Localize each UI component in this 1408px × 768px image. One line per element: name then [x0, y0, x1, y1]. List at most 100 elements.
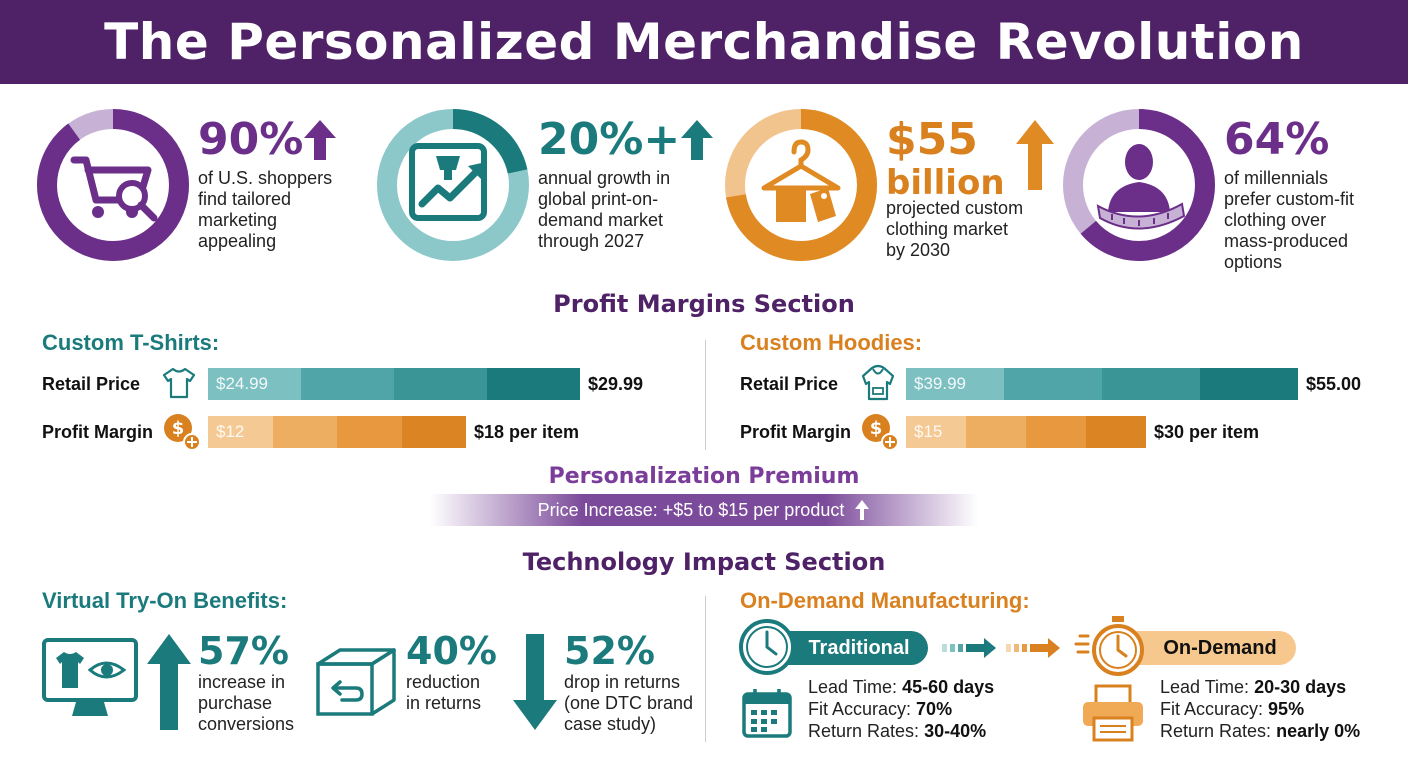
stat-line: find tailored: [198, 189, 292, 209]
tshirt-icon: [162, 367, 196, 399]
profit-section-title: Profit Margins Section: [553, 290, 855, 318]
monitor-tshirt-eye-icon: [42, 638, 138, 716]
arrow-up-icon: [855, 500, 870, 520]
stat-line: increase in: [198, 672, 286, 692]
stat-line: through 2027: [538, 231, 645, 251]
transition-arrows-icon: [942, 638, 1060, 658]
arrow-up-icon: [681, 120, 714, 160]
stat-value-unit: billion: [886, 163, 1005, 203]
stat-line: purchase: [198, 693, 273, 713]
detail-label: Lead Time:: [808, 677, 898, 697]
detail-value: 20-30 days: [1254, 677, 1347, 697]
stat-growth: 20%+ annual growth in global print-on- d…: [376, 108, 716, 268]
virtual-title: Virtual Try-On Benefits:: [42, 588, 288, 613]
return-box-icon: [316, 648, 396, 716]
person-measure-icon: [1063, 109, 1215, 261]
bar-high-value: $18 per item: [474, 422, 580, 442]
print-growth-icon: [377, 109, 529, 261]
arrow-up-icon: [304, 120, 337, 160]
detail-label: Return Rates:: [1160, 721, 1272, 741]
premium-title: Personalization Premium: [548, 464, 860, 489]
detail-value: 95%: [1268, 699, 1305, 719]
stat-value: 90%: [198, 114, 304, 165]
retail-label: Retail Price: [740, 374, 839, 394]
stat-line: by 2030: [886, 240, 951, 260]
virtual-value: 40%: [406, 629, 497, 673]
tshirts-title: Custom T-Shirts:: [42, 330, 220, 355]
stat-line: clothing over: [1224, 210, 1327, 230]
bar-high-value: $30 per item: [1154, 422, 1260, 442]
section-divider: [705, 596, 706, 742]
stat-line: marketing: [198, 210, 278, 230]
stat-line: clothing market: [886, 219, 1009, 239]
stat-line: case study): [564, 714, 657, 734]
premium-text: Price Increase: +$5 to $15 per product: [537, 499, 845, 520]
premium-banner: Price Increase: +$5 to $15 per product: [430, 494, 978, 526]
bar-low-value: $15: [914, 422, 943, 441]
arrow-up-icon: [1015, 120, 1054, 190]
page-title: The Personalized Merchandise Revolution: [0, 0, 1408, 84]
stat-millennials: 64% of millennials prefer custom-fit clo…: [1062, 108, 1392, 278]
svg-text:$: $: [172, 418, 185, 439]
detail-value: 30-40%: [924, 721, 987, 741]
stat-line: projected custom: [886, 198, 1024, 218]
stat-shoppers: 90% of U.S. shoppers find tailored marke…: [36, 108, 366, 268]
detail-value: 70%: [916, 699, 953, 719]
stat-line: annual growth in: [538, 168, 671, 188]
hoodies-title: Custom Hoodies:: [740, 330, 923, 355]
tech-section-title: Technology Impact Section: [522, 548, 886, 576]
arrow-up-icon: [147, 634, 191, 730]
bar-low-value: $12: [216, 422, 245, 441]
dollar-plus-icon: $: [862, 414, 899, 451]
stat-value: $55: [886, 114, 978, 165]
margin-label: Profit Margin: [42, 422, 153, 442]
stat-line: drop in returns: [564, 672, 681, 692]
bar-low-value: $39.99: [914, 374, 966, 393]
detail-label: Fit Accuracy:: [808, 699, 912, 719]
retail-bar: $39.99: [906, 368, 1298, 400]
calendar-icon: [742, 689, 792, 738]
stat-line: global print-on-: [538, 189, 659, 209]
bar-low-value: $24.99: [216, 374, 268, 393]
stat-line: conversions: [198, 714, 295, 734]
stat-line: of U.S. shoppers: [198, 168, 333, 188]
dollar-plus-icon: $: [164, 414, 201, 451]
printer-icon: [1083, 684, 1143, 742]
margin-label: Profit Margin: [740, 422, 851, 442]
stopwatch-icon: [1074, 616, 1144, 676]
detail-label: Return Rates:: [808, 721, 920, 741]
stat-value: 20%+: [538, 114, 681, 165]
stat-line: appealing: [198, 231, 277, 251]
stat-line: options: [1224, 252, 1283, 272]
virtual-value: 52%: [564, 629, 655, 673]
stat-line: demand market: [538, 210, 664, 230]
ondemand-pill: On-Demand: [1120, 631, 1296, 665]
ondemand-details: Lead Time: 20-30 days Fit Accuracy: 95% …: [1160, 676, 1360, 742]
bar-high-value: $29.99: [588, 374, 644, 394]
virtual-value: 57%: [198, 629, 289, 673]
stat-value: 64%: [1224, 114, 1330, 165]
traditional-details: Lead Time: 45-60 days Fit Accuracy: 70% …: [808, 676, 994, 742]
svg-text:$: $: [870, 418, 883, 439]
stat-line: mass-produced: [1224, 231, 1349, 251]
retail-bar: $24.99: [208, 368, 580, 400]
hoodie-icon: [861, 364, 895, 401]
detail-label: Lead Time:: [1160, 677, 1250, 697]
stat-line: prefer custom-fit: [1224, 189, 1355, 209]
hanger-tag-icon: [725, 109, 877, 261]
detail-value: nearly 0%: [1276, 721, 1361, 741]
stat-line: in returns: [406, 693, 482, 713]
bar-high-value: $55.00: [1306, 374, 1362, 394]
stat-line: reduction: [406, 672, 481, 692]
retail-label: Retail Price: [42, 374, 141, 394]
arrow-down-icon: [513, 634, 557, 730]
clock-icon: [739, 619, 795, 675]
shopping-cart-search-icon: [37, 109, 189, 261]
stat-line: (one DTC brand: [564, 693, 694, 713]
ondemand-title: On-Demand Manufacturing:: [740, 588, 1030, 613]
stat-line: of millennials: [1224, 168, 1329, 188]
detail-label: Fit Accuracy:: [1160, 699, 1264, 719]
stat-market: $55 billion projected custom clothing ma…: [724, 108, 1054, 268]
traditional-pill: Traditional: [770, 631, 928, 665]
section-divider: [705, 340, 706, 450]
